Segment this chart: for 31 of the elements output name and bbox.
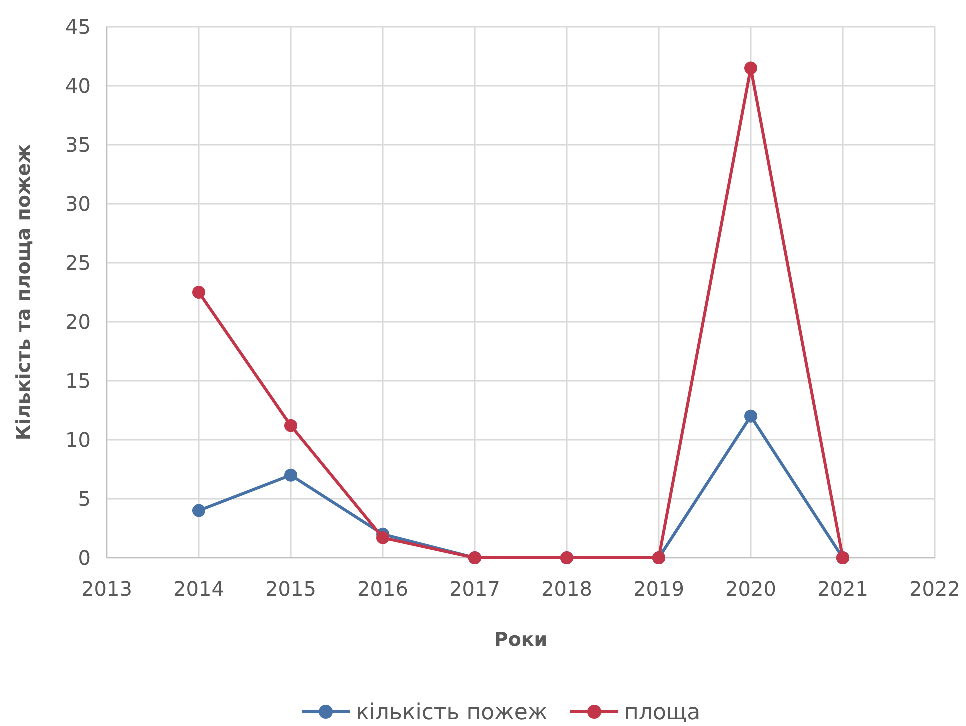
y-tick-label: 25 [66, 251, 91, 275]
x-tick-label: 2015 [266, 577, 316, 601]
x-tick-label: 2013 [82, 577, 132, 601]
point [744, 62, 758, 75]
x-tick-label: 2020 [726, 577, 776, 601]
y-tick-label: 30 [66, 192, 91, 216]
x-tick-label: 2021 [818, 577, 868, 601]
x-tick-label: 2016 [358, 577, 408, 601]
y-tick-label: 45 [66, 15, 91, 39]
point [284, 468, 298, 482]
y-tick-label: 5 [78, 487, 91, 511]
point [192, 286, 206, 299]
x-axis-title: Роки [494, 629, 548, 651]
y-tick-label: 10 [66, 428, 91, 452]
x-tick-label: 2018 [542, 577, 592, 601]
y-tick-label: 35 [66, 133, 91, 157]
y-tick-label: 0 [78, 546, 91, 570]
y-axis-title: Кількість та площа пожеж [13, 144, 35, 441]
x-tick-label: 2014 [174, 577, 224, 601]
legend-label: кількість пожеж [356, 700, 548, 726]
point [192, 504, 206, 518]
x-tick-label: 2017 [450, 577, 500, 601]
point [376, 531, 390, 544]
y-tick-label: 15 [66, 369, 91, 393]
point [284, 419, 298, 432]
point [744, 410, 758, 423]
x-tick-label: 2022 [910, 577, 960, 601]
y-tick-label: 40 [66, 74, 91, 98]
x-tick-label: 2019 [634, 577, 684, 601]
y-tick-label: 20 [66, 310, 91, 334]
legend-label: площа [624, 700, 701, 726]
